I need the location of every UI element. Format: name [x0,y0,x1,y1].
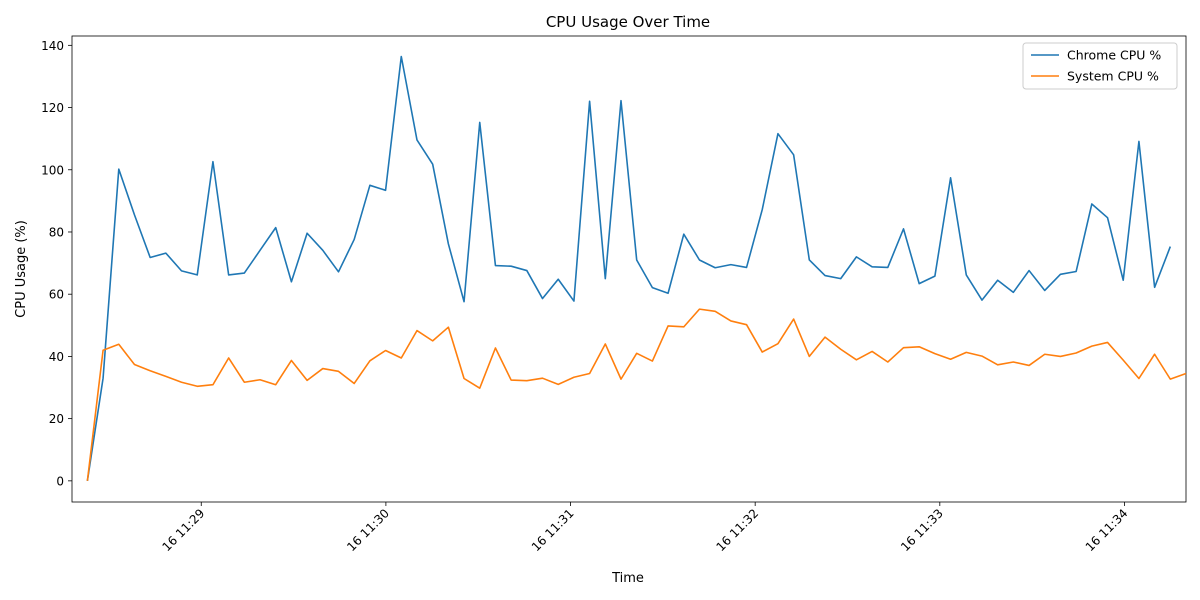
y-tick-label: 100 [41,163,64,177]
y-axis-title: CPU Usage (%) [14,220,29,318]
series-lines [86,55,1187,481]
x-axis-title: Time [611,571,644,586]
series-line-system [86,308,1187,481]
y-tick-label: 80 [49,225,64,239]
legend: Chrome CPU % System CPU % [1022,42,1178,90]
chart-title: CPU Usage Over Time [546,13,710,31]
y-axis: 0 20 40 60 80 100 120 140 [41,39,72,488]
y-tick-label: 140 [41,39,64,53]
y-tick-label: 40 [49,350,64,364]
series-line-chrome [86,55,1172,481]
plot-area [71,35,1187,503]
legend-label-chrome: Chrome CPU % [1067,48,1161,63]
legend-label-system: System CPU % [1067,69,1159,84]
y-tick-label: 120 [41,101,64,115]
y-tick-label: 60 [49,288,64,302]
y-tick-label: 20 [49,412,64,426]
plot-frame [71,35,1187,503]
y-tick-label: 0 [56,474,64,488]
legend-frame [1022,42,1178,90]
